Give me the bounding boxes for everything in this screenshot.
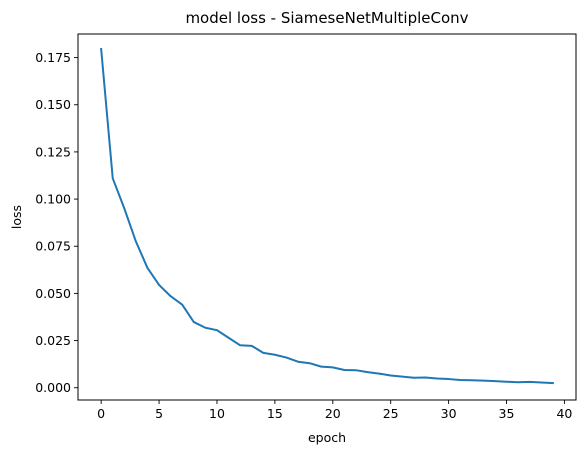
loss-data-point (274, 353, 276, 356)
loss-data-point (158, 284, 160, 286)
loss-data-point (216, 329, 218, 332)
loss-data-point (528, 381, 531, 383)
x-tick-label: 10 (209, 406, 225, 421)
loss-data-point (181, 303, 184, 306)
loss-data-point (494, 380, 496, 382)
loss-data-point (227, 336, 230, 339)
loss-data-point (378, 372, 380, 375)
loss-data-point (540, 381, 543, 384)
plot-frame (77, 33, 577, 401)
loss-data-point (250, 345, 253, 347)
loss-data-point (424, 376, 427, 379)
loss-data-point (436, 377, 438, 380)
loss-data-point (366, 371, 369, 373)
y-tick-label: 0.150 (35, 97, 71, 112)
loss-data-point (262, 352, 265, 354)
y-axis-label: loss (9, 205, 24, 229)
loss-data-point (459, 379, 461, 381)
loss-data-point (447, 378, 450, 380)
x-tick-label: 0 (97, 406, 105, 421)
loss-line (100, 48, 554, 385)
x-tick-label: 5 (155, 406, 163, 421)
loss-data-point (389, 374, 392, 377)
x-tick-label: 30 (441, 406, 457, 421)
loss-data-point (100, 48, 102, 50)
x-tick-label: 20 (325, 406, 341, 421)
series-layer (100, 48, 554, 385)
loss-data-point (135, 240, 137, 243)
x-tick-label: 15 (267, 406, 283, 421)
loss-data-point (482, 379, 485, 382)
x-tick-label: 35 (499, 406, 515, 421)
loss-data-point (331, 366, 334, 369)
y-tick-label: 0.000 (35, 380, 71, 395)
x-tick-label: 25 (383, 406, 399, 421)
loss-data-point (297, 360, 299, 363)
x-tick-label: 40 (556, 406, 572, 421)
loss-data-point (343, 369, 346, 371)
y-tick-label: 0.025 (35, 333, 71, 348)
loss-data-point (413, 376, 415, 379)
chart-title: model loss - SiameseNetMultipleConv (185, 9, 468, 27)
y-axis-ticks: 0.000 0.025 0.050 0.075 0.100 0.125 0.150 0.175 (35, 50, 78, 395)
loss-data-point (123, 207, 126, 210)
loss-data-point (146, 267, 149, 269)
loss-data-point (239, 344, 241, 347)
loss-data-point (320, 365, 323, 368)
y-tick-label: 0.100 (35, 192, 71, 207)
x-axis-label: epoch (308, 430, 346, 445)
loss-data-point (517, 381, 519, 384)
y-tick-label: 0.075 (35, 239, 71, 254)
loss-data-point (193, 321, 195, 323)
x-axis-ticks: 0 5 10 15 20 25 30 35 40 (97, 400, 572, 421)
loss-data-point (552, 382, 554, 384)
loss-data-point (505, 380, 508, 383)
loss-data-point (111, 177, 114, 180)
y-tick-label: 0.125 (35, 144, 71, 159)
loss-data-point (204, 326, 207, 329)
loss-data-point (401, 375, 404, 378)
y-tick-label: 0.175 (35, 50, 71, 65)
loss-data-point (169, 295, 172, 298)
loss-data-point (285, 356, 288, 359)
y-tick-label: 0.050 (35, 286, 71, 301)
loss-data-point (470, 379, 473, 381)
loss-data-point (308, 362, 311, 365)
loss-data-point (355, 369, 357, 371)
